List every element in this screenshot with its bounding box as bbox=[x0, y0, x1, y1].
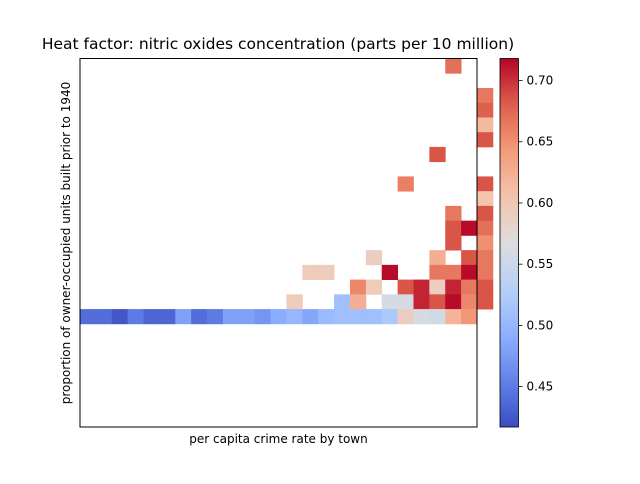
y-axis-label: proportion of owner-occupied units built… bbox=[59, 82, 73, 405]
heat-cell bbox=[477, 250, 494, 266]
heat-cell bbox=[349, 279, 367, 295]
heat-cell bbox=[477, 102, 494, 118]
heat-cell bbox=[365, 309, 383, 325]
heat-cell bbox=[365, 250, 383, 266]
heat-cell bbox=[477, 191, 494, 207]
colorbar-tick-label: 0.70 bbox=[527, 74, 554, 88]
heat-cell bbox=[143, 309, 160, 325]
heat-cell bbox=[445, 264, 462, 280]
heat-cell bbox=[445, 220, 462, 236]
heat-cell bbox=[477, 294, 494, 310]
heat-cell bbox=[80, 309, 97, 325]
heat-cell bbox=[334, 294, 351, 310]
heat-cell bbox=[429, 309, 446, 325]
heat-cell bbox=[461, 250, 478, 266]
heat-cell bbox=[429, 294, 446, 310]
heat-cell bbox=[461, 279, 478, 295]
heat-cell bbox=[397, 309, 414, 325]
heat-cell bbox=[111, 309, 129, 325]
heat-cell bbox=[222, 309, 240, 325]
heat-cell bbox=[413, 309, 430, 325]
heat-cell bbox=[413, 279, 430, 295]
heat-cell bbox=[461, 294, 478, 310]
heat-cell bbox=[238, 309, 256, 325]
chart-title: Heat factor: nitric oxides concentration… bbox=[42, 35, 514, 53]
heat-cell bbox=[191, 309, 208, 325]
colorbar-tick-label: 0.60 bbox=[527, 196, 554, 210]
heat-cell bbox=[270, 309, 287, 325]
heat-cell bbox=[429, 264, 446, 280]
colorbar-tick-label: 0.65 bbox=[527, 135, 554, 149]
colorbar-tick-label: 0.50 bbox=[527, 318, 554, 332]
heat-cell bbox=[413, 294, 430, 310]
heat-cell bbox=[445, 279, 462, 295]
colorbar bbox=[499, 58, 519, 428]
heat-cell bbox=[445, 294, 462, 310]
heat-cell bbox=[429, 250, 446, 266]
plot-frame bbox=[79, 58, 478, 428]
heat-cell bbox=[461, 309, 478, 325]
heat-cell bbox=[381, 309, 398, 325]
heat-cell bbox=[365, 279, 383, 295]
heat-cell bbox=[429, 146, 446, 163]
heat-cell bbox=[477, 279, 494, 295]
heat-cell bbox=[302, 264, 319, 280]
heat-cell bbox=[477, 87, 494, 104]
heat-cell bbox=[397, 176, 414, 192]
heat-cell bbox=[477, 117, 494, 133]
heat-cell bbox=[477, 132, 494, 148]
heatmap-cells bbox=[80, 58, 494, 325]
heat-cell bbox=[397, 294, 414, 310]
heat-cell bbox=[477, 176, 494, 192]
heat-cell bbox=[429, 279, 446, 295]
heat-cell bbox=[286, 309, 303, 325]
heat-cell bbox=[477, 205, 494, 222]
x-axis-label: per capita crime rate by town bbox=[189, 432, 367, 446]
heat-cell bbox=[302, 309, 319, 325]
heat-cell bbox=[318, 264, 335, 280]
heat-cell bbox=[349, 309, 367, 325]
heat-cell bbox=[461, 264, 478, 280]
colorbar-tick-label: 0.55 bbox=[527, 257, 554, 271]
heat-cell bbox=[381, 264, 398, 280]
heat-cell bbox=[286, 294, 303, 310]
heat-cell bbox=[349, 294, 367, 310]
heat-cell bbox=[477, 235, 494, 251]
heat-cell bbox=[159, 309, 176, 325]
colorbar-tick-label: 0.45 bbox=[527, 380, 554, 394]
heat-cell bbox=[175, 309, 192, 325]
heat-cell bbox=[381, 294, 398, 310]
heat-cell bbox=[95, 309, 113, 325]
heat-cell bbox=[461, 220, 478, 236]
heat-cell bbox=[445, 58, 462, 74]
heat-cell bbox=[127, 309, 144, 325]
heat-cell bbox=[334, 309, 351, 325]
heat-cell bbox=[254, 309, 271, 325]
heat-cell bbox=[477, 264, 494, 280]
heat-cell bbox=[207, 309, 224, 325]
colorbar-ticks: 0.45 0.50 0.55 0.60 0.65 0.70 bbox=[518, 74, 554, 394]
heat-cell bbox=[477, 220, 494, 236]
heat-cell bbox=[397, 279, 414, 295]
heat-cell bbox=[445, 309, 462, 325]
heat-cell bbox=[445, 205, 462, 222]
heat-cell bbox=[445, 235, 462, 251]
heat-cell bbox=[318, 309, 335, 325]
